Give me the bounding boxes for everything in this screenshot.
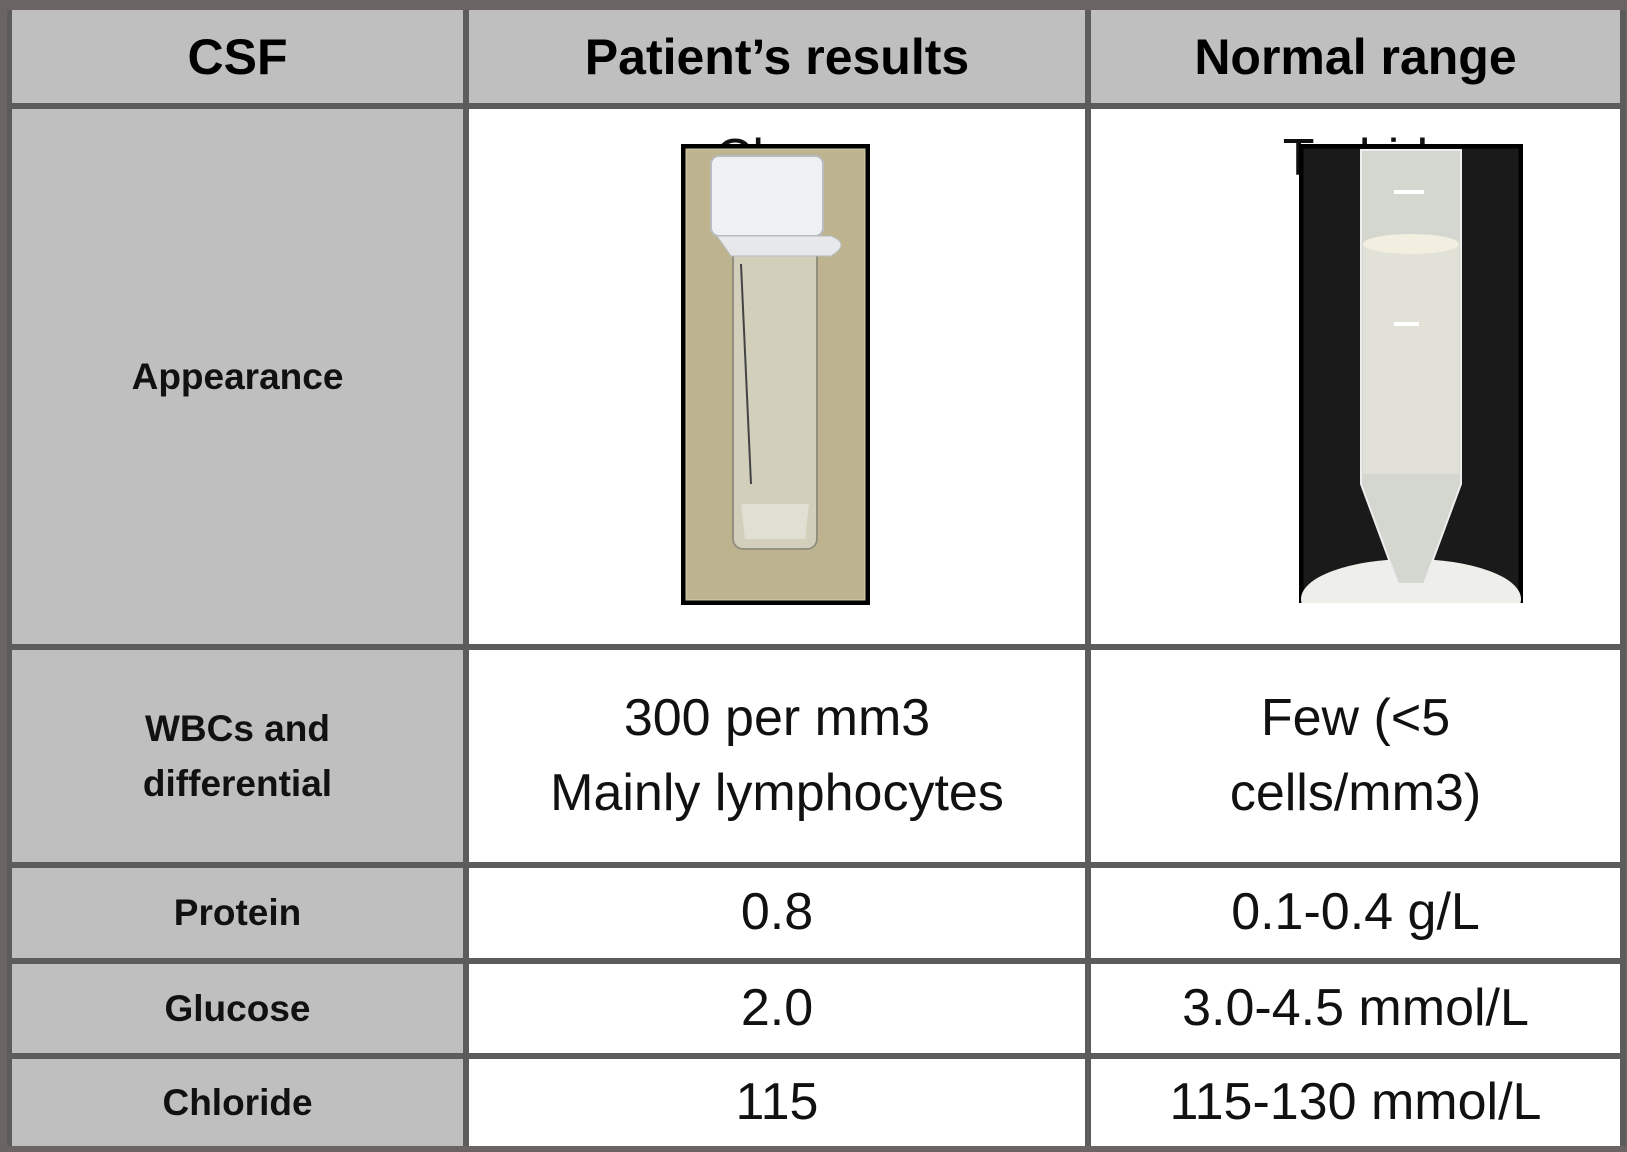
range-cell: 0.1-0.4 g/L xyxy=(1091,868,1620,958)
range-cell: 3.0-4.5 mmol/L xyxy=(1091,964,1620,1053)
range-cell: Few (<5 cells/mm3) xyxy=(1091,650,1620,862)
turbid-tube-photo xyxy=(1299,144,1523,603)
csf-table: CSF Patient’s results Normal range Appea… xyxy=(7,10,1626,1146)
header-cell: CSF xyxy=(12,10,463,103)
header-cell: Patient’s results xyxy=(469,10,1085,103)
row-label: Protein xyxy=(12,868,463,958)
row-label: Appearance xyxy=(12,109,463,644)
result-cell: 2.0 xyxy=(469,964,1085,1053)
result-cell: 0.8 xyxy=(469,868,1085,958)
row-label: WBCs and differential xyxy=(12,650,463,862)
result-cell: 115 xyxy=(469,1059,1085,1146)
row-label: Glucose xyxy=(12,964,463,1053)
page: CSF Patient’s results Normal range Appea… xyxy=(0,0,1627,1152)
result-cell: 300 per mm3 Mainly lymphocytes xyxy=(469,650,1085,862)
header-cell: Normal range xyxy=(1091,10,1620,103)
appearance-cell: Clear xyxy=(469,109,1085,644)
appearance-cell: Turbid xyxy=(1091,109,1620,644)
range-cell: 115-130 mmol/L xyxy=(1091,1059,1620,1146)
row-label: Chloride xyxy=(12,1059,463,1146)
clear-tube-photo xyxy=(681,144,870,605)
